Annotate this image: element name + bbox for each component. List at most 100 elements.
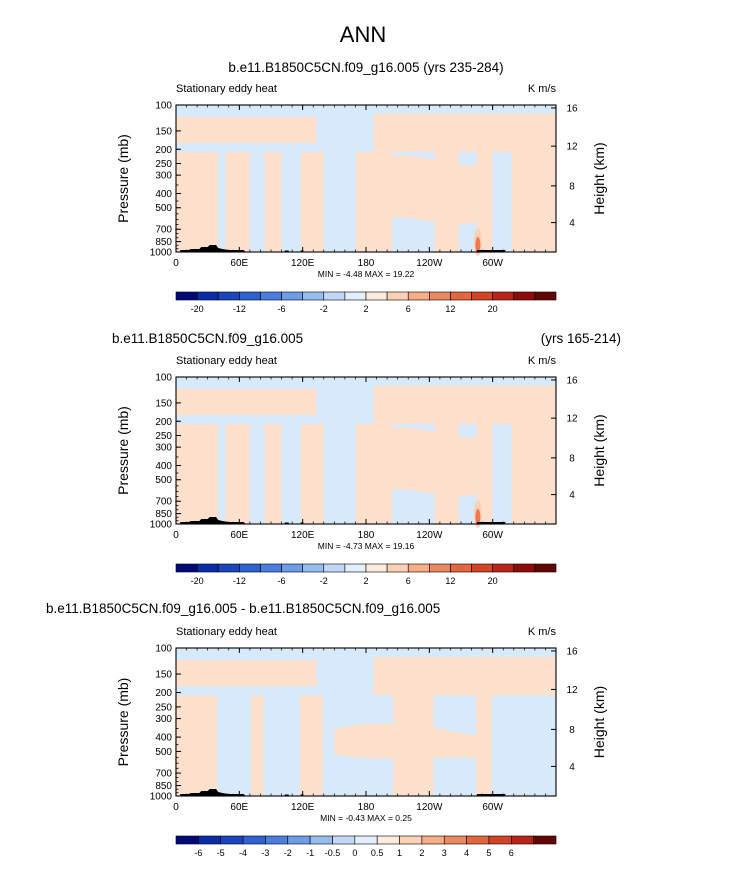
colorbar-box (513, 291, 536, 301)
terrain-small (284, 522, 289, 524)
field-region (176, 388, 317, 416)
colorbar-box (217, 291, 240, 301)
colorbar-box (239, 563, 261, 573)
terrain-andes (476, 794, 506, 796)
colorbar-label: 6 (406, 304, 411, 314)
colorbar-label: -12 (233, 304, 246, 314)
colorbar-box (399, 835, 423, 845)
field-region (249, 424, 265, 524)
y-tick-label: 700 (155, 497, 172, 508)
y-tick-label: 400 (155, 733, 172, 744)
field-region (263, 695, 281, 796)
y-tick-label: 200 (155, 417, 172, 428)
field-region (376, 154, 477, 225)
field-region (264, 152, 282, 252)
y-tick-label: 250 (155, 702, 172, 713)
colorbar-box (533, 835, 557, 845)
colorbar-box (287, 835, 311, 845)
colorbar-box (429, 563, 451, 573)
y-right-tick-label: 16 (566, 646, 578, 657)
field-region (282, 695, 302, 796)
colorbar-label: -3 (261, 848, 269, 858)
y-right-tick-label: 16 (566, 103, 578, 114)
panel-title: b.e11.B1850C5CN.f09_g16.005 (yrs 235-284… (228, 60, 503, 75)
terrain-andes (476, 250, 506, 252)
colorbar-label: -12 (233, 576, 246, 586)
colorbar-box (365, 563, 388, 573)
x-tick-label: 0 (173, 802, 179, 813)
colorbar-label: -20 (191, 304, 204, 314)
colorbar-box (196, 563, 219, 573)
colorbar-box (513, 563, 536, 573)
left-string: Stationary eddy heat (176, 83, 277, 95)
field-region (300, 424, 324, 524)
colorbar-label: -2 (320, 304, 328, 314)
field-region (300, 152, 324, 252)
y-tick-label: 200 (155, 688, 172, 699)
left-string: Stationary eddy heat (176, 355, 277, 367)
field-region (492, 152, 512, 252)
colorbar-label: -6 (278, 304, 286, 314)
y-right-tick-label: 4 (569, 490, 575, 501)
x-tick-label: 60W (482, 802, 503, 813)
colorbar-box (471, 291, 493, 301)
colorbar-box (443, 835, 467, 845)
colorbar-label: 1 (397, 848, 402, 858)
y-axis-title: Pressure (mb) (115, 678, 131, 767)
colorbar-box (376, 835, 400, 845)
x-tick-label: 120E (291, 258, 315, 269)
field-region (176, 116, 317, 144)
field-region (476, 424, 493, 524)
y-tick-label: 500 (155, 203, 172, 214)
colorbar-label: 20 (488, 304, 498, 314)
colorbar-label: -2 (320, 576, 328, 586)
max-contour-peak (475, 237, 481, 253)
min-max-stats: MIN = -0.43 MAX = 0.25 (320, 813, 412, 823)
panels: b.e11.B1850C5CN.f09_g16.005 (yrs 235-284… (46, 60, 621, 858)
y-tick-label: 700 (155, 225, 172, 236)
terrain-small (284, 794, 289, 796)
colorbar-label: -6 (194, 848, 202, 858)
field-region (225, 152, 250, 252)
x-tick-label: 120E (291, 802, 315, 813)
field-region (281, 152, 301, 252)
max-contour-peak (475, 509, 481, 525)
colorbar-box (281, 563, 303, 573)
colorbar-label: 6 (406, 576, 411, 586)
x-tick-label: 60W (482, 258, 503, 269)
y-tick-label: 850 (155, 509, 172, 520)
x-tick-label: 180 (358, 258, 375, 269)
min-max-stats: MIN = -4.48 MAX = 19.22 (318, 269, 415, 279)
field-region (176, 424, 219, 524)
x-tick-label: 60E (230, 258, 248, 269)
field-region (373, 385, 556, 427)
y-tick-label: 1000 (150, 248, 173, 259)
colorbar-box (386, 563, 409, 573)
y-tick-label: 400 (155, 189, 172, 200)
terrain-small (284, 250, 289, 252)
y-tick-label: 850 (155, 781, 172, 792)
y-tick-label: 1000 (150, 520, 173, 531)
field-region (511, 424, 556, 524)
y-right-axis-title: Height (km) (591, 142, 607, 214)
colorbar-box (365, 291, 388, 301)
colorbar-label: 0 (352, 848, 357, 858)
colorbar-box (309, 835, 333, 845)
field-region (224, 695, 249, 796)
colorbar-label: -6 (278, 576, 286, 586)
colorbar-label: 4 (464, 848, 469, 858)
x-tick-label: 0 (173, 258, 179, 269)
field-region (323, 424, 356, 524)
colorbar-box (466, 835, 490, 845)
colorbar-label: 2 (363, 576, 368, 586)
x-tick-label: 120W (416, 802, 443, 813)
y-tick-label: 200 (155, 145, 172, 156)
terrain-small (300, 522, 304, 524)
x-tick-label: 60E (230, 530, 248, 541)
y-right-tick-label: 16 (566, 375, 578, 386)
field-region (373, 113, 556, 155)
y-tick-label: 1000 (150, 792, 173, 803)
x-tick-label: 120W (416, 258, 443, 269)
colorbar-box (344, 563, 367, 573)
